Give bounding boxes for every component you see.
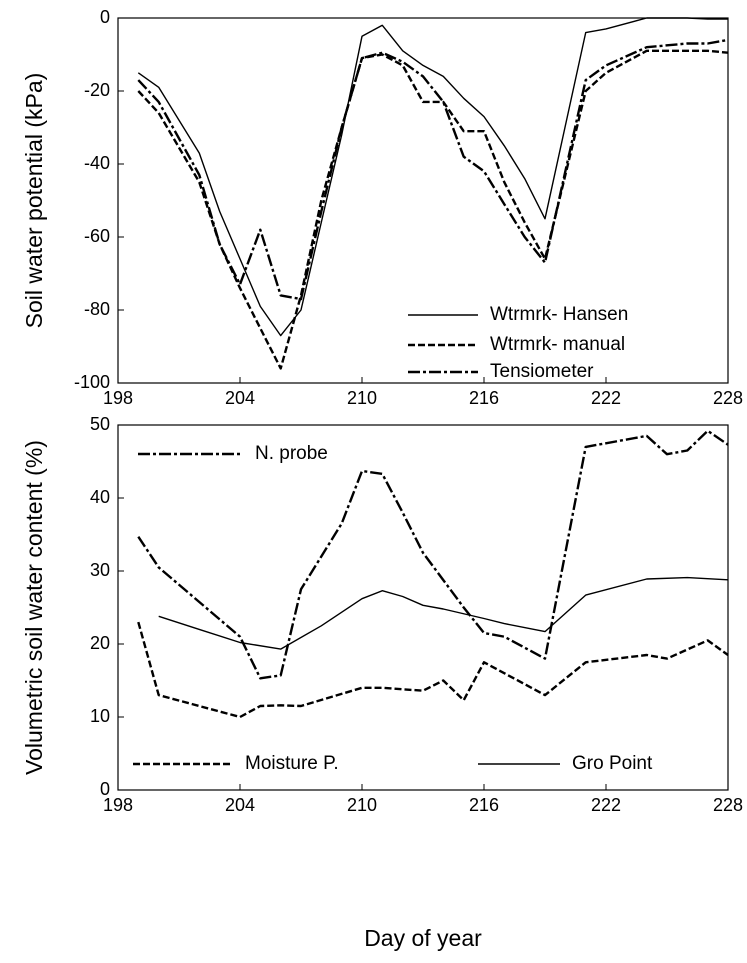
x-tick-label: 198 — [103, 795, 133, 815]
y-tick-label: 20 — [90, 633, 110, 653]
x-axis-label: Day of year — [364, 925, 482, 951]
y-tick-label: -40 — [84, 153, 110, 173]
legend-label: Wtrmrk- Hansen — [490, 304, 628, 325]
y-tick-label: -60 — [84, 226, 110, 246]
x-tick-label: 210 — [347, 388, 377, 408]
y-axis-label: Soil water potential (kPa) — [21, 73, 47, 329]
data-line — [137, 621, 729, 719]
y-tick-label: 30 — [90, 560, 110, 580]
plot-frame — [117, 17, 729, 384]
y-tick-label: 10 — [90, 706, 110, 726]
y-tick-label: -80 — [84, 299, 110, 319]
data-line — [158, 576, 729, 650]
y-tick-label: -20 — [84, 80, 110, 100]
x-tick-label: 216 — [469, 388, 499, 408]
y-tick-label: 50 — [90, 414, 110, 434]
legend-label: Wtrmrk- manual — [490, 334, 625, 355]
x-tick-label: 210 — [347, 795, 377, 815]
legend-label: Tensiometer — [490, 361, 594, 382]
y-tick-label: 40 — [90, 487, 110, 507]
legend-label: Moisture P. — [245, 753, 339, 774]
x-tick-label: 228 — [713, 388, 743, 408]
x-tick-label: 222 — [591, 388, 621, 408]
legend-label: Gro Point — [572, 753, 653, 774]
y-tick-label: 0 — [100, 779, 110, 799]
x-tick-label: 216 — [469, 795, 499, 815]
legend-label: N. probe — [255, 443, 328, 464]
y-tick-label: 0 — [100, 7, 110, 27]
plot-frame — [117, 424, 729, 791]
y-axis-label: Volumetric soil water content (%) — [21, 440, 47, 775]
data-line — [137, 17, 728, 337]
data-line — [137, 49, 729, 370]
x-tick-label: 222 — [591, 795, 621, 815]
data-line — [137, 429, 729, 680]
y-tick-label: -100 — [74, 372, 110, 392]
x-tick-label: 204 — [225, 795, 255, 815]
data-line — [137, 38, 729, 301]
x-tick-label: 198 — [103, 388, 133, 408]
x-tick-label: 228 — [713, 795, 743, 815]
x-tick-label: 204 — [225, 388, 255, 408]
